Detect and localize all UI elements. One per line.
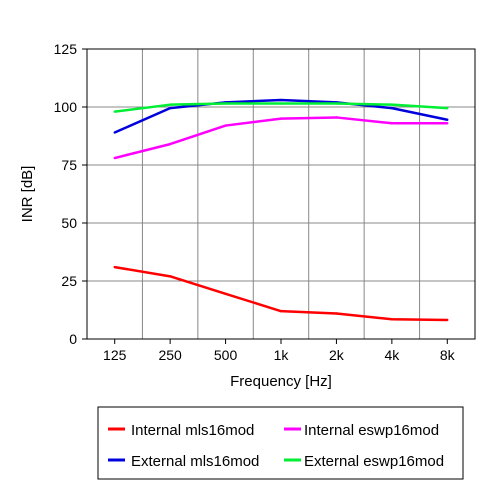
data-point xyxy=(390,106,394,110)
x-tick-label: 1k xyxy=(274,347,290,363)
legend-label: Internal mls16mod xyxy=(131,422,254,439)
data-point xyxy=(390,318,394,321)
plot-area-frame xyxy=(86,48,476,340)
data-point xyxy=(168,142,172,146)
data-point xyxy=(390,122,394,125)
data-point xyxy=(113,110,116,113)
data-point xyxy=(446,106,449,110)
data-point xyxy=(168,103,172,106)
data-point xyxy=(113,265,116,269)
legend-label: External eswp16mod xyxy=(304,453,444,470)
data-point xyxy=(335,116,338,119)
y-tick-label: 100 xyxy=(54,99,78,115)
data-point xyxy=(390,103,394,106)
data-point xyxy=(279,309,283,313)
y-tick-label: 25 xyxy=(61,273,77,289)
y-tick-label: 0 xyxy=(69,331,77,347)
x-tick-label: 500 xyxy=(214,347,238,363)
y-axis-ticks: 0 25 50 75 100 125 xyxy=(54,41,87,347)
data-point xyxy=(446,118,449,121)
x-tick-label: 125 xyxy=(103,347,127,363)
data-point xyxy=(224,102,227,105)
data-point xyxy=(279,102,283,105)
legend-box xyxy=(97,406,464,480)
grid-lines xyxy=(87,48,475,340)
x-axis-ticks: 125 250 500 1k 2k 4k 8k xyxy=(103,339,456,363)
data-point xyxy=(168,106,172,110)
legend-label: External mls16mod xyxy=(131,453,259,470)
data-point xyxy=(224,124,227,127)
data-point xyxy=(446,122,449,125)
y-tick-label: 125 xyxy=(54,41,78,57)
data-point xyxy=(335,312,338,315)
series-line xyxy=(114,116,448,160)
legend: Internal mls16mod Internal eswp16mod Exter… xyxy=(97,406,464,480)
x-tick-label: 4k xyxy=(384,347,400,363)
y-tick-label: 75 xyxy=(61,157,77,173)
data-point xyxy=(224,292,227,295)
x-tick-label: 250 xyxy=(158,347,182,363)
data-point xyxy=(168,275,172,278)
y-axis-title: INR [dB] xyxy=(19,166,36,223)
data-point xyxy=(335,102,338,105)
x-axis-title: Frequency [Hz] xyxy=(230,373,332,390)
data-point xyxy=(446,318,449,322)
data-point xyxy=(279,98,283,102)
x-tick-label: 8k xyxy=(440,347,456,363)
legend-label: Internal eswp16mod xyxy=(304,422,439,439)
data-point xyxy=(279,117,283,120)
data-point xyxy=(113,131,116,134)
data-point xyxy=(113,156,116,160)
series-lines xyxy=(113,98,449,322)
y-tick-label: 50 xyxy=(61,215,77,231)
x-tick-label: 2k xyxy=(329,347,345,363)
